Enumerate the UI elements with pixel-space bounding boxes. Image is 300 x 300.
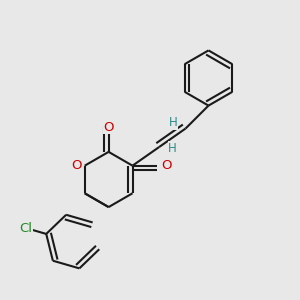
- Text: O: O: [161, 159, 172, 172]
- Text: H: H: [169, 116, 178, 129]
- Text: H: H: [168, 142, 177, 155]
- Text: O: O: [71, 159, 82, 172]
- Text: O: O: [103, 121, 114, 134]
- Text: Cl: Cl: [20, 222, 33, 235]
